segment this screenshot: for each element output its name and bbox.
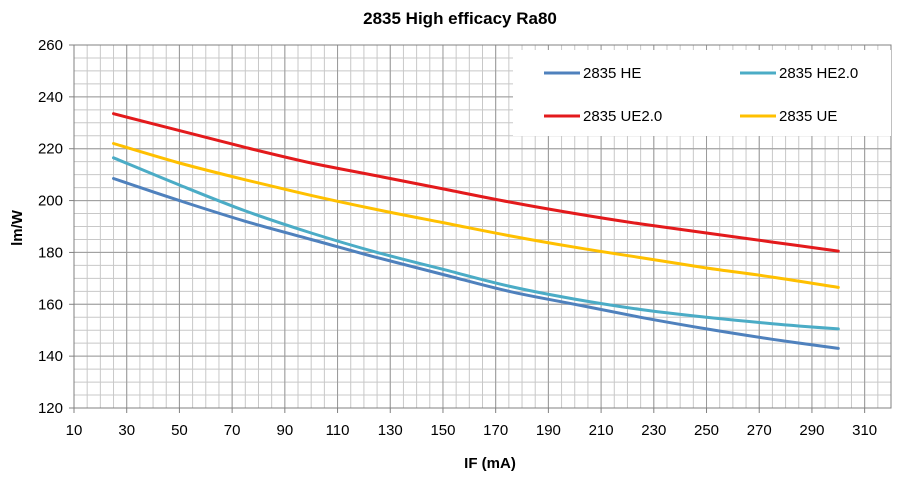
y-axis-label: lm/W — [9, 209, 26, 246]
y-tick-label: 220 — [38, 141, 63, 158]
legend-label: 2835 HE2.0 — [779, 65, 858, 82]
series-line-2835-ue2-0 — [112, 112, 840, 253]
x-tick-label: 110 — [326, 422, 350, 439]
x-tick-label: 230 — [641, 422, 666, 439]
x-tick-label: 50 — [171, 422, 188, 439]
plot-area-border — [73, 44, 892, 409]
x-tick-label: 250 — [694, 422, 719, 439]
x-tick-label: 190 — [536, 422, 561, 439]
legend-label: 2835 HE — [583, 65, 641, 82]
x-tick-label: 270 — [747, 422, 772, 439]
y-tick-label: 260 — [38, 37, 63, 54]
x-tick-label: 290 — [799, 422, 824, 439]
y-tick-label: 120 — [38, 400, 63, 417]
chart-title: 2835 High efficacy Ra80 — [363, 9, 557, 28]
legend-box — [513, 50, 891, 136]
axes: 10 30 50 70 90 110 130 150 170 190 210 230 250 270 290… — [38, 37, 892, 439]
series-line-2835-ue — [112, 142, 840, 289]
y-tick-label: 140 — [38, 348, 63, 365]
x-tick-label: 70 — [224, 422, 241, 439]
legend: 2835 HE 2835 HE2.0 2835 UE2.0 2835 UE — [513, 50, 891, 136]
x-tick-label: 30 — [118, 422, 135, 439]
y-tick-label: 240 — [38, 89, 63, 106]
x-axis-label: IF (mA) — [464, 455, 516, 472]
x-tick-label: 310 — [852, 422, 877, 439]
x-tick-label: 150 — [430, 422, 455, 439]
y-tick-label: 160 — [38, 296, 63, 313]
legend-label: 2835 UE — [779, 108, 837, 125]
x-tick-label: 210 — [589, 422, 614, 439]
x-tick-label: 130 — [378, 422, 403, 439]
x-tick-label: 170 — [483, 422, 508, 439]
series-lines — [112, 112, 840, 350]
legend-label: 2835 UE2.0 — [583, 108, 662, 125]
y-tick-label: 200 — [38, 193, 63, 210]
x-tick-label: 10 — [66, 422, 83, 439]
series-line-2835-he2-0 — [112, 156, 840, 331]
y-tick-label: 180 — [38, 244, 63, 261]
series-line-2835-he — [112, 177, 840, 350]
x-tick-label: 90 — [276, 422, 293, 439]
